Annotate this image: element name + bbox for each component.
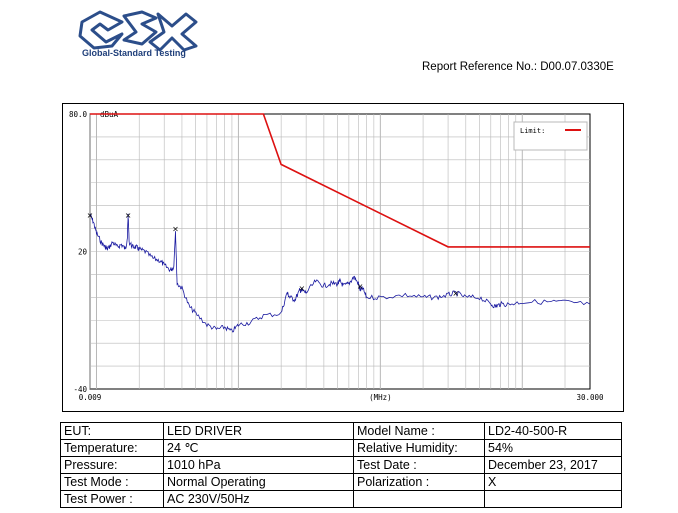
report-reference: Report Reference No.: D00.07.0330E [422, 61, 614, 73]
peak-marker: × [87, 211, 94, 220]
company-logo [78, 10, 198, 52]
table-cell: EUT: [60, 422, 164, 440]
peak-marker: × [452, 289, 459, 298]
table-row: Pressure: 1010 hPa Test Date : December … [60, 456, 622, 474]
x-axis-label: (MHz) [369, 393, 392, 402]
table-cell: LD2-40-500-R [484, 422, 622, 440]
table-cell: 1010 hPa [163, 456, 354, 474]
test-info-table: EUT: LED DRIVER Model Name : LD2-40-500-… [60, 422, 622, 508]
table-cell: Test Power : [60, 490, 164, 508]
table-row: Temperature: 24 ℃ Relative Humidity: 54% [60, 439, 622, 457]
y-tick-label: 80.0 [69, 110, 88, 119]
table-cell: Pressure: [60, 456, 164, 474]
table-row: EUT: LED DRIVER Model Name : LD2-40-500-… [60, 422, 622, 440]
table-cell: 54% [484, 439, 622, 457]
y-tick-label: -40 [73, 385, 87, 394]
table-cell: Polarization : [353, 473, 485, 491]
peak-marker: × [172, 225, 179, 234]
table-cell [353, 490, 485, 508]
table-cell: 24 ℃ [163, 439, 354, 457]
x-tick-label: 0.009 [79, 393, 102, 402]
peak-marker: × [125, 211, 132, 220]
x-tick-label: 30.000 [576, 393, 604, 402]
table-cell: Test Mode : [60, 473, 164, 491]
table-cell: December 23, 2017 [484, 456, 622, 474]
y-tick-label: 20 [78, 248, 88, 257]
table-cell: Temperature: [60, 439, 164, 457]
legend-box [513, 121, 588, 151]
table-cell: Relative Humidity: [353, 439, 485, 457]
measurement-trace [89, 213, 591, 333]
peak-marker: × [357, 282, 364, 291]
table-cell: AC 230V/50Hz [163, 490, 354, 508]
limit-line [90, 113, 590, 248]
table-cell: X [484, 473, 622, 491]
table-cell [484, 490, 622, 508]
table-cell: Normal Operating [163, 473, 354, 491]
emission-chart: 80.0 20 -40 dBuA 0.009 (MHz) 30.000 Limit: × × × × ×… [62, 103, 624, 412]
table-row: Test Power : AC 230V/50Hz [60, 490, 622, 508]
table-cell: Test Date : [353, 456, 485, 474]
table-row: Test Mode : Normal Operating Polarizatio… [60, 473, 622, 491]
legend-label: Limit: [520, 127, 545, 135]
peak-marker: × [299, 284, 306, 293]
table-cell: LED DRIVER [163, 422, 354, 440]
table-cell: Model Name : [353, 422, 485, 440]
logo-text: Global-Standard Testing [82, 48, 186, 58]
